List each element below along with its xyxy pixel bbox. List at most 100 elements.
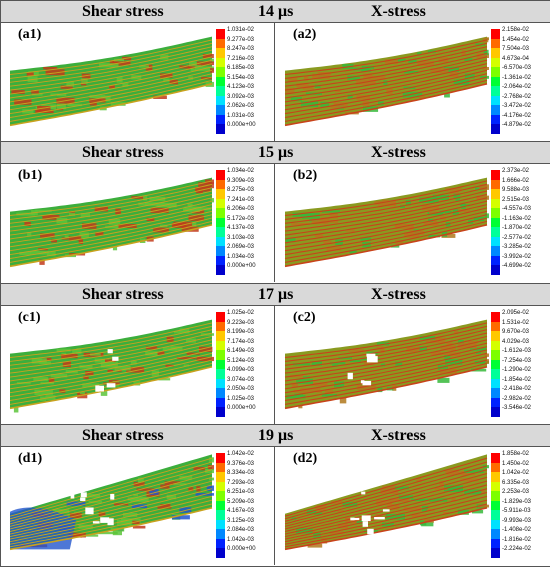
stress-patch <box>188 76 194 80</box>
stress-patch <box>60 85 73 89</box>
colorbar-segment <box>216 236 225 246</box>
stress-patch <box>105 225 120 229</box>
stress-patch <box>164 481 181 485</box>
colorbar-tick-label: 6.206e-03 <box>227 206 255 212</box>
stress-patch <box>95 231 104 236</box>
stress-patch <box>306 510 317 515</box>
shear-stress-contour <box>9 454 214 551</box>
time-label: 14 μs <box>258 3 294 20</box>
panel-divider <box>274 23 275 141</box>
stress-patch <box>300 101 319 107</box>
colorbar-segment <box>216 472 225 482</box>
bottom-layer-edge <box>9 507 213 551</box>
stress-patch <box>345 229 355 232</box>
stress-patch <box>376 346 384 350</box>
colorbar-segment <box>216 548 225 558</box>
crack-gap <box>95 385 100 392</box>
stress-patch <box>477 504 489 508</box>
layer-line <box>9 200 213 240</box>
stress-patch <box>389 486 409 490</box>
stress-patch <box>11 90 25 94</box>
stress-patch <box>89 98 106 103</box>
crack-gap <box>366 353 376 357</box>
crack-gap <box>98 385 104 392</box>
colorbar-tick-label: 4.099e-03 <box>227 367 255 373</box>
stress-patch <box>356 520 363 524</box>
stress-patch <box>321 394 338 397</box>
panel-header: Shear stress 15 μs X-stress <box>0 141 550 164</box>
panel-header: Shear stress 19 μs X-stress <box>0 424 550 447</box>
colorbar-segment <box>216 462 225 472</box>
stress-patch <box>204 469 214 474</box>
bottom-layer-edge <box>284 507 488 551</box>
stress-patch <box>57 103 66 110</box>
stress-patch <box>98 511 106 516</box>
layer-line <box>9 183 213 220</box>
stress-patch <box>445 187 462 192</box>
colorbar-tick-label: 2.050e-03 <box>227 386 255 392</box>
stress-patch <box>428 235 441 238</box>
stress-patch <box>133 493 138 497</box>
stress-patch <box>166 495 177 500</box>
colorbar-tick-label: -1.361e-02 <box>502 74 532 81</box>
colorbar-tick-label: 5.172e-03 <box>227 215 255 222</box>
colorbar-segment <box>491 170 500 180</box>
layer-line <box>9 480 213 532</box>
colorbar-segment <box>491 48 500 58</box>
stress-patch <box>380 489 399 494</box>
stress-patch <box>376 500 392 505</box>
stress-patch <box>130 360 137 365</box>
colorbar-segment <box>216 86 225 96</box>
stress-patch <box>475 351 481 354</box>
colorbar-tick-label: 7.293e-03 <box>227 479 255 486</box>
layer-line <box>284 461 488 520</box>
stress-patch <box>146 218 155 222</box>
stress-patch <box>132 525 146 529</box>
stress-patch <box>360 237 372 241</box>
layer-line <box>9 359 213 401</box>
stress-patch <box>14 99 32 105</box>
panel-label: (a2) <box>293 27 317 42</box>
crack-gap <box>80 492 87 498</box>
stress-patch <box>139 65 149 68</box>
layer-line <box>284 193 488 232</box>
stress-patch <box>444 93 450 98</box>
colorbar <box>491 29 500 134</box>
stress-patch <box>81 78 88 84</box>
layer-line <box>284 469 488 525</box>
stress-patch <box>484 213 489 219</box>
layer-line <box>9 342 213 382</box>
colorbar-tick-label: 3.092e-03 <box>227 93 255 100</box>
stress-patch <box>482 67 489 70</box>
colorbar-tick-label: 8.275e-03 <box>227 187 255 193</box>
stress-patch <box>398 495 414 499</box>
colorbar-segment <box>216 124 225 134</box>
colorbar-segment <box>216 255 225 265</box>
layer-line <box>284 329 488 366</box>
layer-line <box>9 46 213 83</box>
colorbar-tick-label: -1.816e-02 <box>502 536 532 543</box>
stress-patch <box>296 528 313 534</box>
stress-patch <box>298 405 303 409</box>
colorbar-tick-label: -2.418e-02 <box>502 386 532 392</box>
colorbar-tick-label: -2.064e-02 <box>502 84 532 90</box>
layer-line <box>284 214 488 256</box>
layer-line <box>9 180 213 216</box>
stress-patch <box>471 368 487 372</box>
shear-stress-title: Shear stress <box>82 286 164 303</box>
stress-patch <box>113 58 125 62</box>
colorbar-tick-label: -1.408e-02 <box>502 527 532 533</box>
stress-patch <box>193 207 211 211</box>
colorbar-segment <box>491 189 500 199</box>
stress-patch <box>484 353 489 357</box>
stress-patch <box>321 210 340 213</box>
colorbar-segment <box>491 95 500 105</box>
colorbar-tick-label: 2.084e-03 <box>227 527 255 533</box>
stress-patch <box>321 217 330 224</box>
colorbar-tick-label: 9.376e-03 <box>227 460 255 467</box>
stress-patch <box>78 524 93 529</box>
layer-line <box>284 197 488 236</box>
layer-line <box>9 220 213 263</box>
colorbar <box>216 29 225 134</box>
stress-patch <box>326 246 342 251</box>
